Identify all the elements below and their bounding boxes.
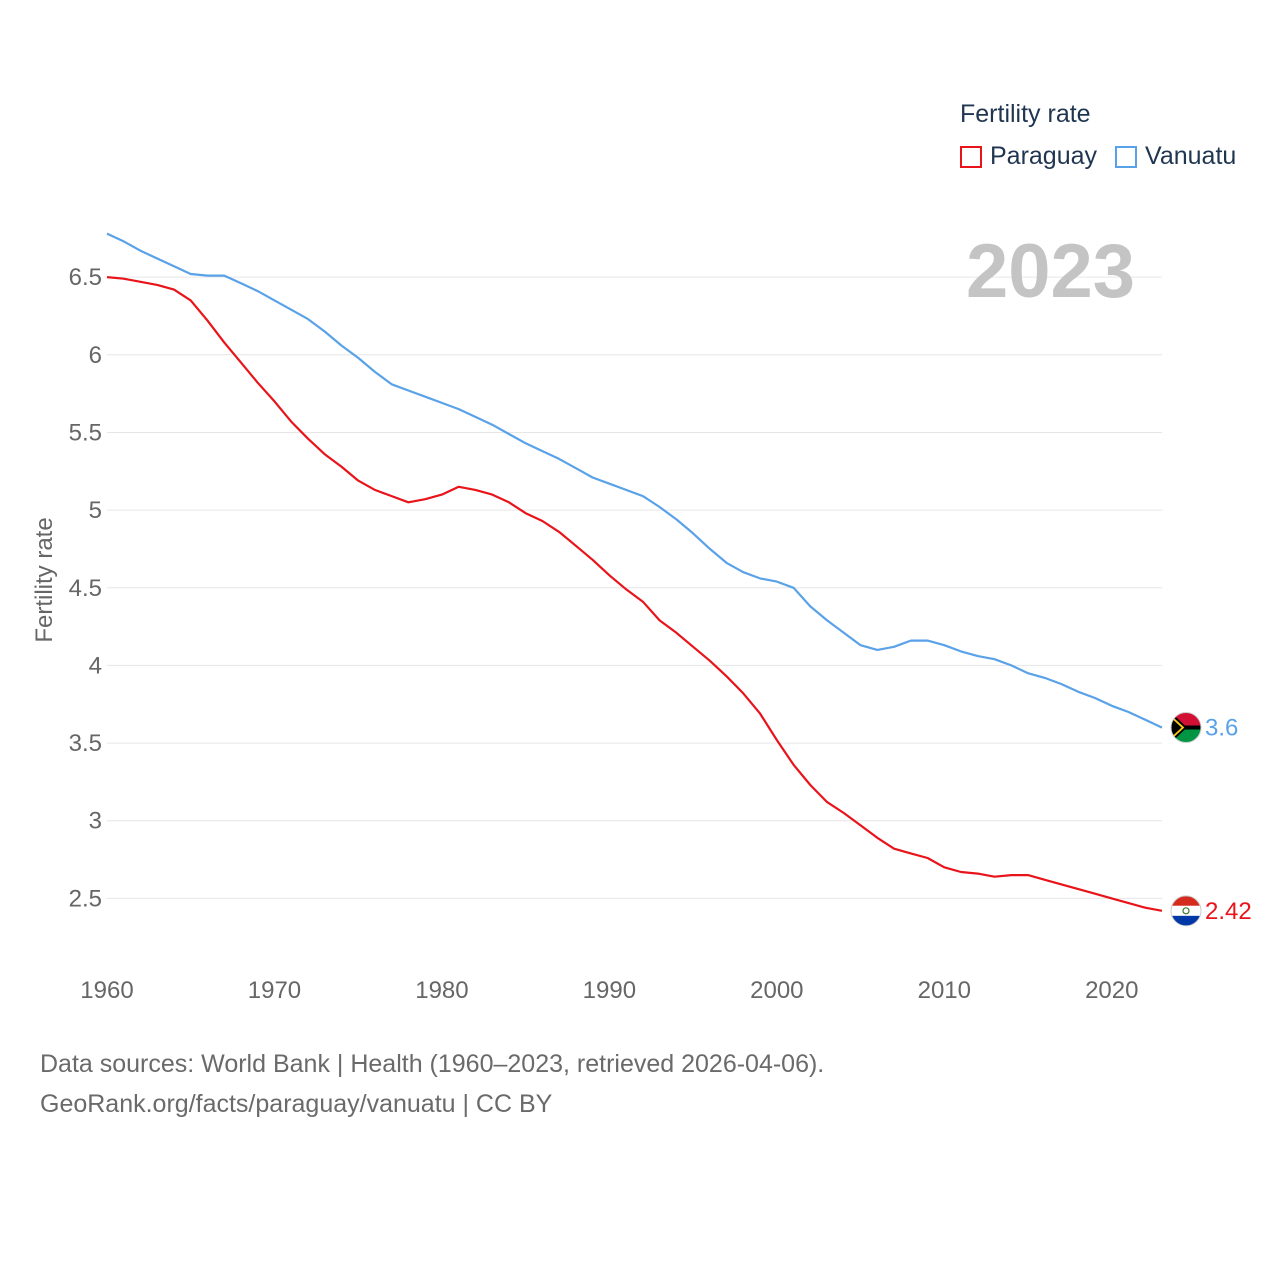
series-line-paraguay [106,276,1163,912]
x-tick-label: 1980 [415,977,468,1004]
legend-swatch-paraguay [960,145,982,168]
x-tick-label: 1970 [248,977,301,1004]
legend-title: Fertility rate [960,100,1091,128]
y-tick-label: 5.5 [69,419,102,446]
legend: Paraguay Vanuatu [960,142,1254,171]
x-tick-label: 2020 [1085,977,1138,1004]
legend-item-paraguay[interactable]: Paraguay [960,142,1097,171]
y-tick-label: 5 [89,497,102,524]
x-tick-label: 2010 [918,977,971,1004]
footer: Data sources: World Bank | Health (1960–… [40,1044,824,1124]
legend-swatch-vanuatu [1115,145,1138,168]
x-tick-label: 1990 [583,977,636,1004]
y-axis-label: Fertility rate [31,517,58,642]
y-tick-label: 6.5 [69,264,102,291]
legend-label-paraguay: Paraguay [990,142,1098,170]
end-value-label-paraguay: 2.42 [1205,898,1252,925]
y-tick-label: 4.5 [69,575,102,602]
x-tick-label: 1960 [80,977,133,1004]
year-label: 2023 [966,229,1136,314]
end-value-label-vanuatu: 3.6 [1205,715,1238,742]
flag-paraguay-icon [1170,895,1202,927]
y-tick-label: 4 [89,652,102,679]
footer-sources: Data sources: World Bank | Health (1960–… [40,1050,825,1078]
series-line-vanuatu [106,232,1163,729]
y-tick-label: 2.5 [69,885,102,912]
x-tick-label: 2000 [750,977,803,1004]
footer-link[interactable]: GeoRank.org/facts/paraguay/vanuatu | CC … [40,1090,553,1118]
flag-vanuatu-icon [1170,712,1202,744]
y-tick-label: 6 [89,342,102,369]
legend-item-vanuatu[interactable]: Vanuatu [1115,142,1236,171]
y-tick-label: 3 [89,808,102,835]
y-tick-label: 3.5 [69,730,102,757]
legend-label-vanuatu: Vanuatu [1145,142,1237,170]
